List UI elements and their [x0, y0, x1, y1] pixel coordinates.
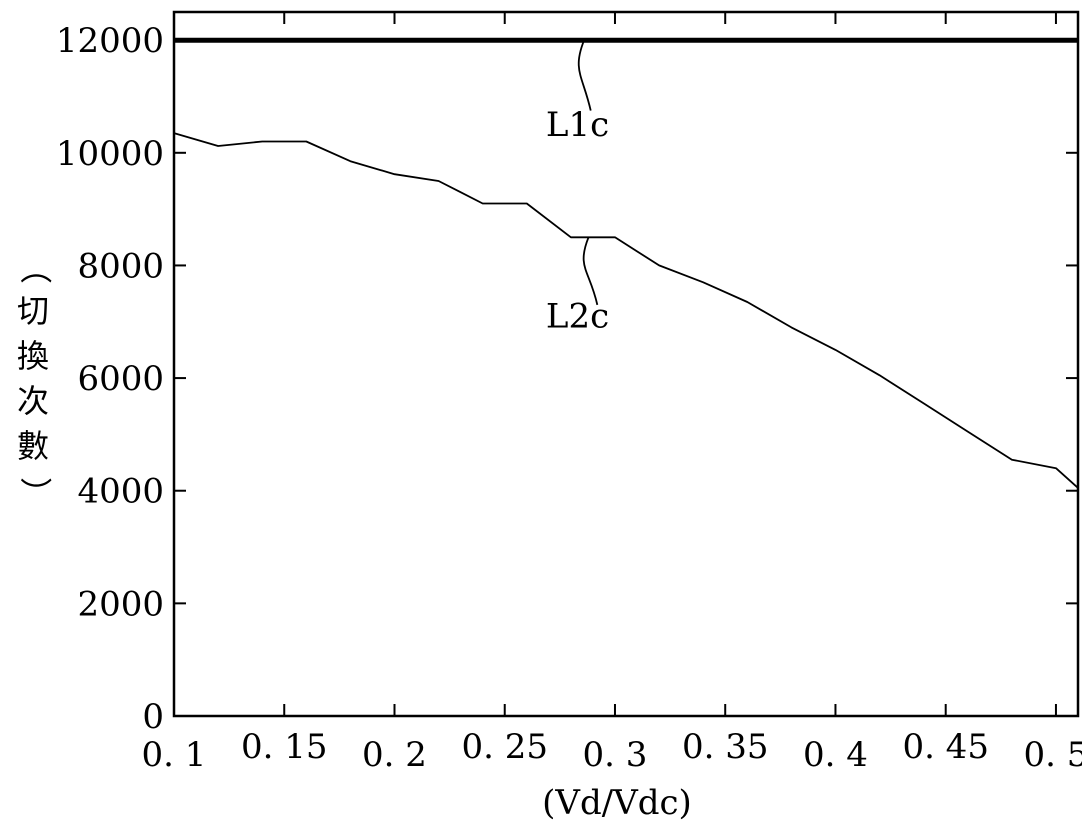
x-tick-label: 0. 25 [461, 727, 548, 767]
y-tick-label: 8000 [77, 246, 164, 286]
annotation-leader [577, 39, 592, 111]
x-tick-label: 0. 35 [682, 727, 769, 767]
x-axis-label: (Vd/Vdc) [542, 783, 692, 823]
annotation-leader [582, 236, 599, 306]
x-tick-label: 0. 4 [803, 735, 868, 775]
x-tick-label: 0. 45 [902, 727, 989, 767]
x-tick-label: 0. 1 [142, 735, 207, 775]
y-tick-label: 10000 [56, 134, 164, 174]
y-axis-label-char: （ [16, 252, 54, 284]
y-axis-ticks: 0 2000 4000 6000 8000 10000 12000 [56, 21, 1078, 737]
series-line-l2c [173, 132, 1079, 489]
x-tick-label: 0. 2 [362, 735, 427, 775]
y-axis-label-char: ） [16, 477, 54, 509]
series-annotations: L1c L2c [546, 39, 609, 336]
y-tick-label: 4000 [77, 472, 164, 512]
series-label-l2c: L2c [546, 296, 609, 336]
y-tick-label: 0 [142, 697, 164, 737]
y-tick-label: 12000 [56, 21, 164, 61]
x-tick-label: 0. 3 [583, 735, 648, 775]
series-label-l1c: L1c [546, 105, 609, 145]
x-tick-label: 0. 5 [1024, 735, 1082, 775]
y-axis-label-char: 數 [17, 427, 49, 465]
y-axis-label-char: 次 [17, 382, 49, 420]
y-tick-label: 6000 [77, 359, 164, 399]
series-lines [173, 37, 1079, 489]
y-axis-label-char: 切 [17, 292, 49, 330]
x-axis-ticks: 0. 1 0. 15 0. 2 0. 25 0. 3 0. 35 0. 4 0. 45 0. 5 [142, 12, 1082, 775]
plot-frame [172, 10, 1080, 718]
y-axis-label-char: 換 [17, 337, 49, 375]
y-tick-label: 2000 [77, 584, 164, 624]
x-tick-label: 0. 15 [241, 727, 328, 767]
